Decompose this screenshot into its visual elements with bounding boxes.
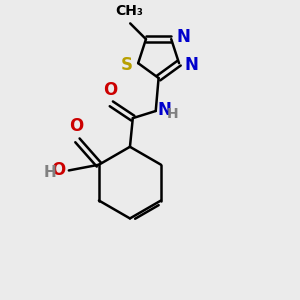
Text: H: H xyxy=(167,107,178,122)
Text: N: N xyxy=(176,28,190,46)
Text: CH₃: CH₃ xyxy=(115,4,143,18)
Text: N: N xyxy=(184,56,198,74)
Text: O: O xyxy=(103,81,117,99)
Text: N: N xyxy=(157,100,171,118)
Text: H: H xyxy=(44,165,57,180)
Text: O: O xyxy=(51,161,65,179)
Text: S: S xyxy=(121,56,133,74)
Text: O: O xyxy=(69,117,83,135)
